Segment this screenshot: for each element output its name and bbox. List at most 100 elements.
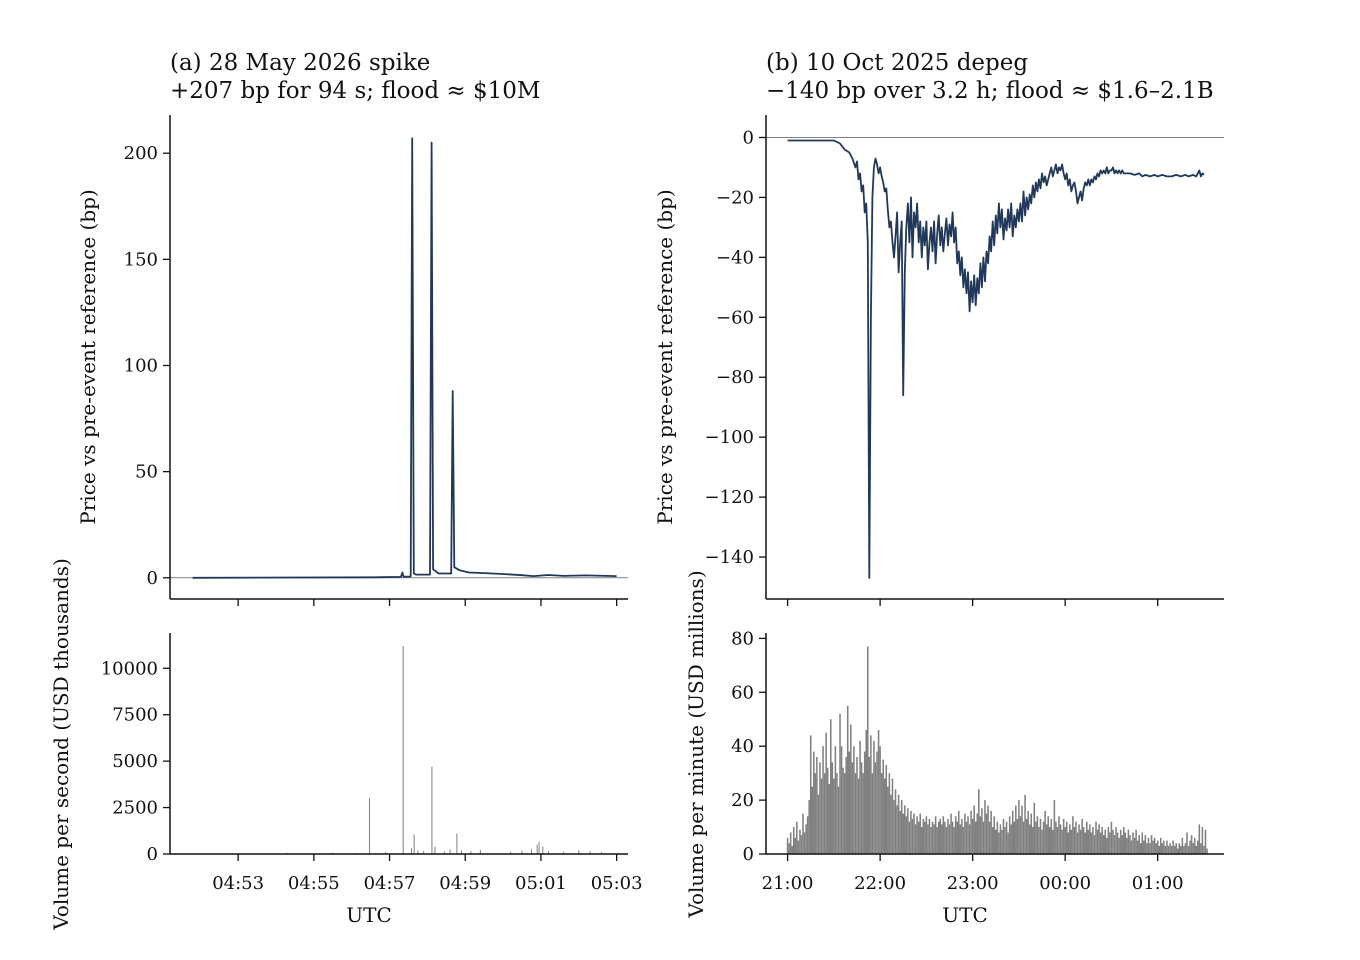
y-tick-label: −100 (705, 427, 754, 448)
volume-bar (1163, 840, 1165, 854)
volume-bar (1061, 829, 1063, 854)
volume-bar (808, 800, 810, 854)
volume-bar (840, 746, 843, 854)
panel-b-price: (b) 10 Oct 2025 depeg−140 bp over 3.2 h;… (653, 50, 1224, 606)
volume-bar (1173, 845, 1176, 854)
volume-bar (1192, 843, 1194, 854)
volume-bar (871, 773, 874, 854)
volume-bar (800, 835, 803, 854)
volume-bar (854, 773, 857, 854)
volume-bar (1002, 818, 1005, 854)
volume-bar (1189, 840, 1191, 854)
volume-bar (887, 786, 889, 854)
volume-bar (1181, 837, 1184, 854)
volume-bar (823, 773, 826, 854)
volume-bar (538, 841, 540, 854)
volume-bar (1032, 827, 1034, 854)
volume-bar (1056, 827, 1059, 854)
volume-bar (1126, 837, 1128, 854)
volume-bar (1095, 821, 1097, 854)
volume-bar (857, 778, 860, 854)
volume-bar (924, 821, 926, 854)
volume-bar (967, 816, 969, 854)
volume-bar (1183, 845, 1185, 854)
volume-bar (1110, 821, 1113, 854)
x-tick-label: 04:59 (439, 873, 491, 894)
volume-bar (578, 850, 580, 854)
y-tick-label: 20 (731, 790, 754, 811)
volume-bar (859, 740, 861, 854)
volume-bar (893, 800, 895, 854)
volume-bar (1167, 845, 1170, 854)
volume-bar (836, 773, 838, 854)
volume-bar (1176, 848, 1179, 854)
volume-bar (1160, 837, 1162, 854)
volume-bar (813, 751, 815, 854)
volume-bar (1200, 843, 1202, 854)
volume-bar (944, 821, 946, 854)
volume-bar (806, 816, 809, 854)
y-tick-label: 0 (743, 127, 754, 148)
volume-bar (936, 827, 938, 854)
volume-bar (1069, 824, 1071, 854)
volume-bar (922, 818, 925, 854)
volume-bar (902, 813, 905, 854)
volume-bar (848, 751, 851, 854)
volume-bar (879, 746, 881, 854)
volume-bar (910, 810, 912, 854)
volume-bar (917, 821, 920, 854)
volume-bar (1099, 832, 1102, 854)
volume-bar (1042, 821, 1045, 854)
volume-bar (1090, 832, 1093, 854)
volume-bar (930, 827, 932, 854)
volume-bar (908, 821, 911, 854)
x-axis-label: UTC (942, 903, 988, 927)
volume-bar (542, 846, 544, 854)
y-axis-label: Volume per minute (USD millions) (684, 570, 708, 918)
volume-bar (1030, 813, 1033, 854)
x-tick-label: 22:00 (854, 873, 906, 894)
volume-bar (993, 816, 995, 854)
volume-bar (1161, 843, 1164, 854)
volume-bar (417, 850, 419, 854)
volume-bar (973, 805, 975, 854)
y-tick-label: −80 (716, 367, 754, 388)
volume-bar (850, 724, 852, 854)
volume-bar (1119, 829, 1122, 854)
volume-bar (817, 794, 820, 854)
volume-bar (964, 813, 966, 854)
volume-bar (1204, 829, 1207, 854)
volume-bar (811, 786, 814, 854)
volume-bar (1016, 818, 1019, 854)
volume-bar (1064, 827, 1066, 854)
volume-bar (799, 829, 801, 854)
volume-bar (1109, 832, 1111, 854)
volume-bar (1019, 816, 1022, 854)
volume-bar (819, 762, 821, 854)
volume-bar (880, 773, 883, 854)
volume-bar (1092, 827, 1094, 854)
volume-bar (1007, 832, 1009, 854)
volume-bar (1138, 835, 1140, 854)
volume-bar (1096, 829, 1099, 854)
y-tick-label: 100 (124, 355, 158, 376)
y-tick-label: 80 (731, 628, 754, 649)
volume-bar (1133, 837, 1136, 854)
volume-bar (1055, 821, 1057, 854)
volume-bar (460, 850, 462, 854)
volume-bar (1143, 840, 1145, 854)
volume-bar (896, 805, 898, 854)
volume-bar (942, 816, 945, 854)
volume-bar (1180, 845, 1182, 854)
x-tick-label: 01:00 (1132, 873, 1184, 894)
volume-bar (1195, 845, 1198, 854)
volume-bar (1021, 805, 1023, 854)
y-tick-label: 0 (147, 568, 158, 589)
volume-bar (1062, 818, 1065, 854)
volume-bar (1187, 845, 1190, 854)
volume-bar (1065, 821, 1068, 854)
volume-bar (905, 816, 908, 854)
volume-bar (1150, 835, 1153, 854)
volume-bar (865, 730, 868, 854)
